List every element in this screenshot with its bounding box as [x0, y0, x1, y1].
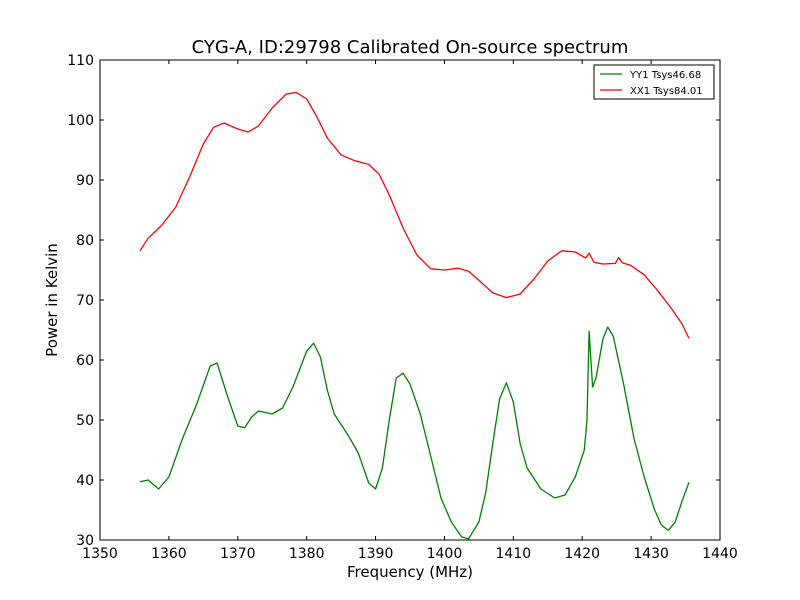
plot-area: 1350 1360 1370 1380 1390 1400 1410 1420 1430 1440…: [67, 53, 738, 562]
legend-label-2: XX1 Tsys84.01: [630, 86, 703, 97]
x-tick-label: 1410: [496, 546, 532, 562]
y-tick-label: 80: [76, 233, 94, 249]
y-tick-label: 60: [76, 353, 94, 369]
x-tick-label: 1400: [427, 546, 463, 562]
y-tick-label: 110: [67, 53, 94, 69]
x-tick-label: 1390: [358, 546, 394, 562]
legend-box: [593, 64, 715, 100]
legend-label-1: YY1 Tsys46.68: [629, 70, 701, 81]
x-tick-label: 1360: [151, 546, 187, 562]
y-axis-label: Power in Kelvin: [43, 243, 61, 357]
axes-frame: [99, 59, 721, 541]
x-tick-label: 1370: [220, 546, 256, 562]
y-tick-label: 40: [76, 473, 94, 489]
y-tick-label: 90: [76, 173, 94, 189]
y-tick-label: 100: [67, 113, 94, 129]
legend: YY1 Tsys46.68 XX1 Tsys84.01: [593, 64, 715, 100]
series-line-2: [139, 91, 690, 339]
y-tick-label: 50: [76, 413, 94, 429]
x-tick-label: 1380: [289, 546, 325, 562]
x-tick-label: 1420: [564, 546, 600, 562]
x-axis-label: Frequency (MHz): [347, 563, 473, 581]
chart-title: CYG-A, ID:29798 Calibrated On-source spe…: [192, 37, 629, 58]
x-tick-label: 1430: [633, 546, 669, 562]
series-line-1: [139, 326, 690, 540]
x-tick-label: 1440: [702, 546, 738, 562]
x-tick-label: 1350: [82, 546, 118, 562]
y-tick-label: 70: [76, 293, 94, 309]
y-tick-label: 30: [76, 533, 94, 549]
